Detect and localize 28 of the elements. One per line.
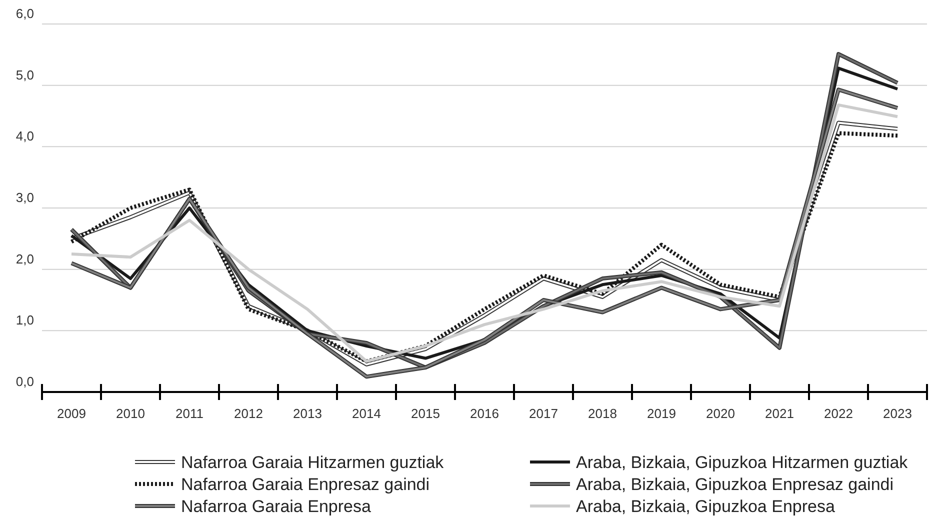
x-tick-label: 2011 [176,406,204,421]
legend-label: Nafarroa Garaia Enpresa [181,497,372,516]
x-tick-label: 2009 [57,406,86,421]
x-tick-label: 2017 [529,406,558,421]
legend-label: Araba, Bizkaia, Gipuzkoa Enpresaz gaindi [576,475,894,494]
x-tick-label: 2015 [411,406,440,421]
y-tick-label: 0,0 [16,374,34,389]
x-tick-label: 2019 [647,406,676,421]
x-tick-label: 2021 [765,406,794,421]
x-tick-label: 2022 [824,406,853,421]
x-tick-label: 2013 [293,406,322,421]
x-tick-label: 2018 [588,406,617,421]
y-tick-label: 5,0 [16,67,34,82]
legend-label: Nafarroa Garaia Hitzarmen guztiak [181,453,444,472]
x-tick-label: 2016 [470,406,499,421]
y-tick-label: 2,0 [16,251,34,266]
x-tick-label: 2010 [116,406,145,421]
legend-label: Araba, Bizkaia, Gipuzkoa Enpresa [576,497,836,516]
y-tick-label: 3,0 [16,190,34,205]
x-tick-label: 2012 [234,406,263,421]
x-tick-label: 2014 [352,406,381,421]
y-tick-label: 6,0 [16,6,34,21]
y-tick-label: 4,0 [16,128,34,144]
y-tick-label: 1,0 [16,312,34,328]
x-tick-label: 2023 [883,406,912,421]
legend-label: Nafarroa Garaia Enpresaz gaindi [181,475,430,494]
legend-label: Araba, Bizkaia, Gipuzkoa Hitzarmen guztiak [576,453,908,472]
x-tick-label: 2020 [706,406,735,421]
